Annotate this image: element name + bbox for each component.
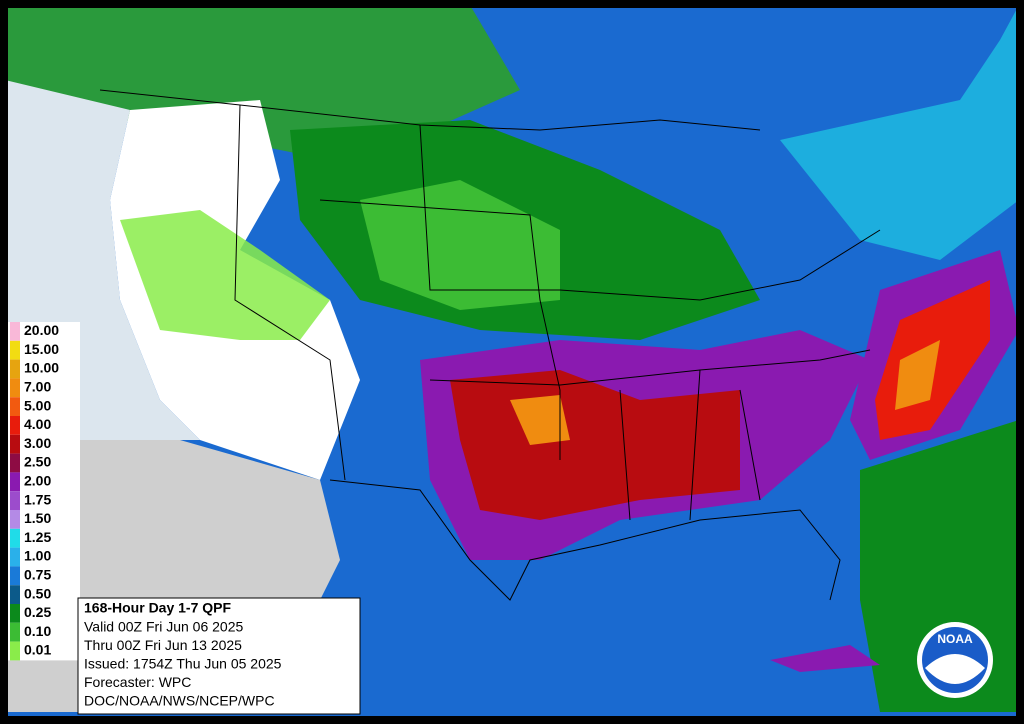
legend-label: 5.00: [24, 397, 51, 413]
info-line: Issued: 1754Z Thu Jun 05 2025: [84, 656, 282, 672]
legend: 20.00 15.00 10.00 7.00 5.00 4.00 3.00 2.50 2.00 1…: [8, 322, 80, 661]
legend-label: 20.00: [24, 322, 59, 338]
legend-swatch: [10, 340, 20, 360]
info-line: Forecaster: WPC: [84, 674, 191, 690]
legend-label: 1.75: [24, 491, 51, 507]
info-line: DOC/NOAA/NWS/NCEP/WPC: [84, 693, 275, 709]
region-light-green: [120, 210, 330, 340]
legend-label: 0.25: [24, 604, 51, 620]
borders: [99, 89, 881, 601]
legend-swatch: [10, 585, 20, 604]
legend-swatch: [10, 491, 20, 510]
offshore-orange: [895, 340, 940, 410]
legend-label: 15.00: [24, 341, 59, 357]
legend-swatch: [10, 378, 20, 398]
legend-label: 1.25: [24, 529, 51, 545]
legend-label: 3.00: [24, 435, 51, 451]
logo-bird: [925, 654, 985, 684]
info-title: 168-Hour Day 1-7 QPF: [84, 600, 231, 616]
info-line: Thru 00Z Fri Jun 13 2025: [84, 637, 242, 653]
region-orange: [510, 395, 570, 445]
legend-swatch: [10, 472, 20, 492]
legend-swatch: [10, 322, 20, 341]
legend-label: 2.00: [24, 473, 51, 489]
legend-swatch: [10, 641, 20, 661]
legend-label: 10.00: [24, 360, 59, 376]
legend-swatch: [10, 510, 20, 529]
legend-label: 4.00: [24, 416, 51, 432]
legend-label: 0.50: [24, 585, 51, 601]
legend-swatch: [10, 434, 20, 454]
legend-swatch: [10, 453, 20, 473]
legend-swatch: [10, 359, 20, 379]
legend-label: 7.00: [24, 379, 51, 395]
legend-swatch: [10, 622, 20, 642]
legend-label: 1.00: [24, 548, 51, 564]
legend-swatch: [10, 547, 20, 567]
logo-text: NOAA: [937, 632, 973, 646]
legend-label: 2.50: [24, 454, 51, 470]
legend-label: 0.10: [24, 623, 51, 639]
info-line: Valid 00Z Fri Jun 06 2025: [84, 619, 243, 635]
legend-label: 0.75: [24, 567, 51, 583]
region-plains-green: [360, 180, 560, 310]
info-lines: Valid 00Z Fri Jun 06 2025 Thru 00Z Fri Ju…: [84, 619, 282, 709]
legend-swatch: [10, 604, 20, 623]
legend-label: 0.01: [24, 642, 51, 658]
legend-swatch: [10, 528, 20, 548]
legend-swatch: [10, 566, 20, 586]
region-cuba: [770, 645, 880, 672]
region-northeast: [780, 5, 1019, 260]
legend-swatch: [10, 397, 20, 416]
info-box: [77, 597, 361, 715]
legend-label: 1.50: [24, 510, 51, 526]
legend-swatch: [10, 416, 20, 435]
